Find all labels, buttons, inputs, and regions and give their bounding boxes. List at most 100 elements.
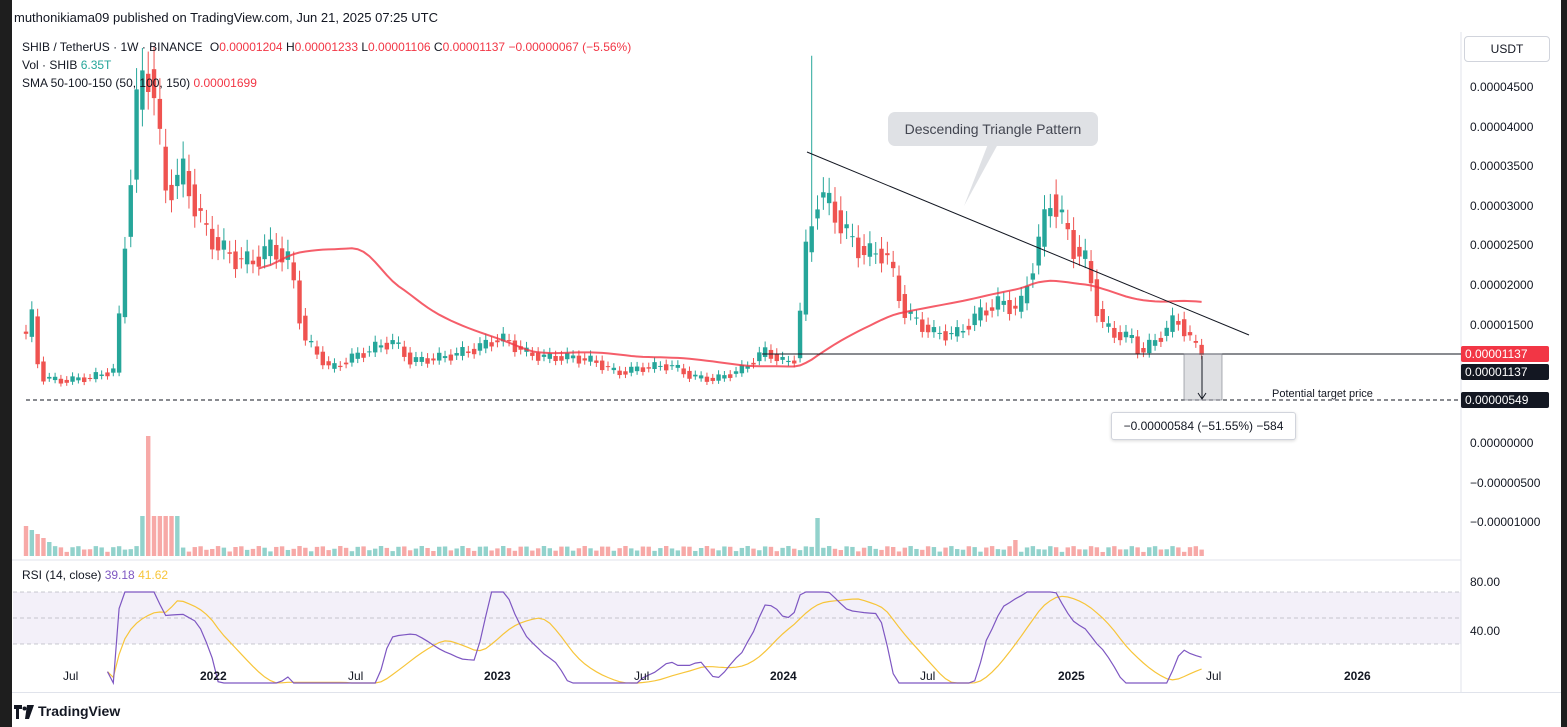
- volume-bar: [268, 551, 273, 556]
- volume-bar: [640, 546, 646, 556]
- volume-bar: [658, 548, 663, 556]
- pattern-callout[interactable]: Descending Triangle Pattern: [888, 112, 1098, 146]
- candle-body: [634, 366, 640, 372]
- volume-bar: [535, 548, 541, 556]
- candle-body: [943, 331, 948, 341]
- candle-body: [594, 360, 599, 363]
- symbol-name[interactable]: SHIB / TetherUS · 1W · BINANCE: [22, 40, 203, 54]
- currency-selector[interactable]: USDT: [1464, 36, 1550, 62]
- candle-body: [512, 340, 518, 353]
- high-label: H: [285, 40, 295, 54]
- candle-body: [1088, 261, 1094, 284]
- volume-bar: [1135, 547, 1140, 556]
- volume-bar: [285, 549, 291, 556]
- candle-body: [146, 73, 151, 92]
- sma-legend[interactable]: SMA 50-100-150 (50, 100, 150) 0.00001699: [22, 76, 257, 90]
- candle-body: [99, 374, 104, 376]
- volume-bar: [1187, 547, 1193, 556]
- candle-body: [52, 376, 58, 381]
- volume-bar: [995, 549, 1001, 556]
- candle-body: [821, 192, 826, 198]
- tradingview-icon: [14, 705, 34, 719]
- volume-bar: [1048, 546, 1053, 556]
- volume-bar: [908, 546, 913, 556]
- candle-body: [93, 372, 99, 380]
- candle-body: [274, 244, 279, 260]
- candle-body: [733, 371, 739, 374]
- candle-body: [279, 248, 285, 263]
- volume-bar: [297, 546, 302, 556]
- volume-bar: [565, 546, 570, 556]
- volume-bar: [1094, 547, 1100, 556]
- volume-bar: [134, 546, 139, 556]
- candle-body: [1071, 230, 1076, 259]
- volume-bar: [215, 546, 221, 556]
- volume-bar: [483, 546, 488, 556]
- candle-body: [582, 358, 587, 361]
- candle-body: [728, 374, 733, 378]
- candle-body: [413, 357, 419, 362]
- candle-body: [978, 307, 983, 321]
- candle-body: [780, 356, 785, 360]
- candle-body: [76, 377, 81, 381]
- candle-body: [198, 208, 203, 211]
- candle-body: [920, 319, 925, 332]
- candle-body: [215, 237, 221, 251]
- candle-body: [1053, 194, 1059, 217]
- volume-bar: [966, 546, 972, 556]
- candle-body: [658, 365, 663, 367]
- volume-bar: [70, 547, 75, 556]
- volume-bar: [210, 548, 215, 556]
- volume-bar: [82, 549, 87, 556]
- price-tick: −0.00000500: [1470, 476, 1541, 490]
- candle-body: [792, 360, 797, 364]
- candle-body: [1187, 332, 1193, 336]
- tradingview-brand: TradingView: [38, 703, 121, 719]
- volume-bar: [175, 516, 180, 556]
- price-tick: 0.00003000: [1470, 199, 1534, 213]
- volume-legend[interactable]: Vol · SHIB 6.35T: [22, 58, 111, 72]
- volume-bar: [489, 550, 494, 556]
- volume-bar: [274, 546, 279, 556]
- symbol-legend[interactable]: SHIB / TetherUS · 1W · BINANCE O0.000012…: [22, 40, 631, 54]
- candle-body: [989, 307, 995, 311]
- tradingview-logo[interactable]: TradingView: [14, 703, 120, 719]
- rsi-legend[interactable]: RSI (14, close) 39.18 41.62: [22, 568, 168, 582]
- volume-bar: [1199, 549, 1204, 556]
- candle-body: [879, 248, 884, 264]
- candle-body: [378, 345, 384, 348]
- volume-bar: [809, 546, 814, 556]
- volume-bar: [652, 550, 657, 556]
- candle-body: [861, 246, 867, 256]
- volume-bar: [250, 548, 256, 556]
- volume-bar: [163, 516, 168, 556]
- volume-bar: [873, 548, 878, 556]
- candle-body: [227, 252, 232, 254]
- candle-body: [41, 361, 46, 382]
- volume-bar: [180, 547, 186, 556]
- close-label: C: [433, 40, 443, 54]
- publish-bar: muthonikiama09 published on TradingView.…: [12, 0, 1561, 33]
- chart-canvas[interactable]: [12, 32, 1561, 692]
- volume-bar: [704, 546, 710, 556]
- candle-body: [35, 316, 40, 365]
- candle-body: [163, 146, 168, 191]
- volume-bar: [815, 518, 820, 556]
- volume-bar: [594, 550, 599, 556]
- chart-frame[interactable]: [12, 32, 1561, 693]
- volume-bar: [93, 546, 99, 556]
- volume-bar: [58, 547, 64, 556]
- candle-body: [984, 310, 989, 316]
- volume-bar: [838, 550, 843, 556]
- candle-body: [1042, 209, 1047, 247]
- target-label[interactable]: Potential target price: [1272, 388, 1373, 400]
- volume-bar: [116, 546, 122, 556]
- candle-body: [1141, 348, 1146, 353]
- volume-bar: [530, 550, 535, 556]
- candle-body: [308, 340, 314, 343]
- volume-bar: [320, 546, 326, 556]
- measure-arrowhead: [1197, 392, 1207, 400]
- volume-bar: [146, 436, 151, 556]
- candle-body: [995, 296, 1001, 310]
- candle-body: [629, 366, 634, 373]
